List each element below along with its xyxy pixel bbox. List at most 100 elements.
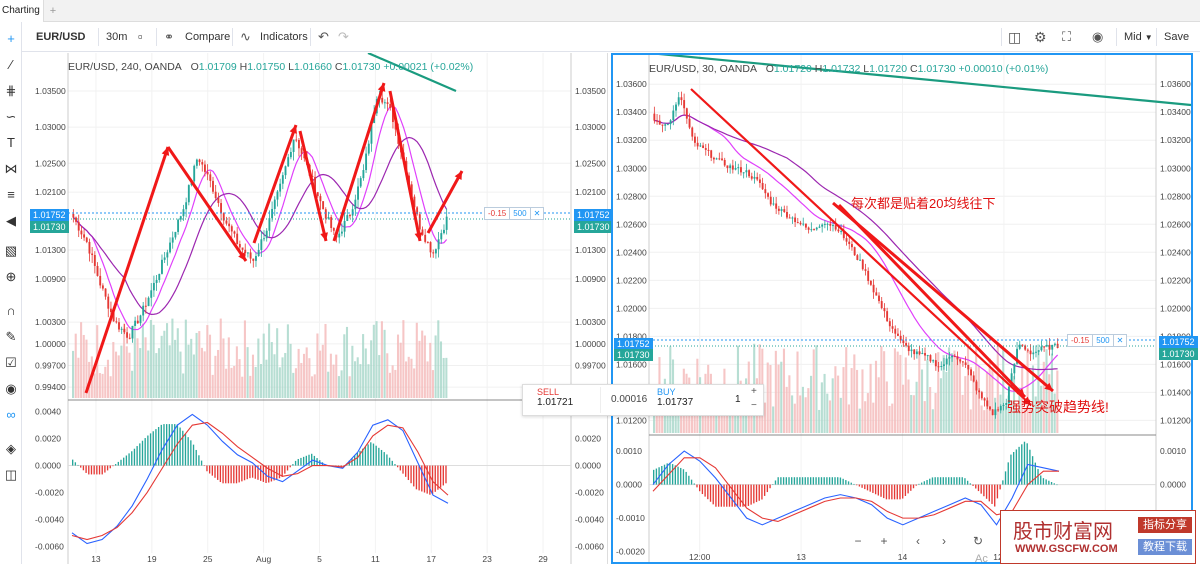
eye-icon[interactable]: ◉	[5, 381, 17, 396]
candle-body	[110, 308, 112, 313]
volume-bar	[799, 395, 802, 433]
macd-histogram-bar	[123, 457, 125, 466]
trash-icon[interactable]: ◫	[4, 467, 18, 482]
volume-bar	[128, 352, 131, 398]
indicators-icon[interactable]: ∿	[240, 29, 251, 44]
save-button[interactable]: Save	[1164, 31, 1190, 43]
ruler-icon[interactable]: ▧	[4, 243, 18, 258]
layout-icon[interactable]: ◫	[1008, 29, 1022, 45]
right-position-box[interactable]: -0.15 500 ✕	[1067, 334, 1128, 347]
macd-histogram-bar	[999, 484, 1001, 490]
volume-bar	[319, 350, 322, 398]
zoom-out-icon[interactable]: −	[854, 534, 862, 548]
candle-body	[144, 305, 147, 307]
candle-body	[319, 196, 322, 202]
volume-bar	[972, 379, 975, 433]
volume-bar	[988, 358, 991, 433]
volume-bar	[144, 337, 147, 398]
indicators-button[interactable]: Indicators	[260, 31, 308, 43]
candle-body	[737, 167, 740, 169]
zoom-in-button-icon[interactable]: +	[880, 534, 888, 548]
volume-bar	[187, 344, 190, 398]
macd-histogram-bar	[147, 435, 149, 466]
macd-histogram-bar	[308, 454, 310, 466]
volume-bar	[834, 366, 837, 433]
left-position-box[interactable]: -0.15 500 ✕	[484, 207, 545, 220]
zoom-in-icon[interactable]: ⊕	[5, 269, 17, 284]
macd-histogram-bar	[883, 484, 885, 499]
macd-histogram-bar	[1029, 449, 1031, 485]
volume-bar	[251, 354, 255, 398]
symbol-selector[interactable]: EUR/USD	[36, 31, 86, 43]
pitchfork-icon[interactable]: ⋕	[5, 83, 17, 98]
macd-histogram-bar	[818, 477, 820, 485]
tab-charting[interactable]: Charting	[0, 0, 44, 22]
volume-bar	[211, 374, 214, 398]
crosshair-icon[interactable]: +	[7, 31, 15, 46]
watermark-name: 股市财富网	[1013, 519, 1113, 543]
volume-bar	[961, 394, 964, 433]
candle-body	[1037, 350, 1040, 352]
scroll-right-icon[interactable]: ›	[942, 534, 946, 548]
layers-icon[interactable]: ◈	[6, 441, 16, 456]
right-chart-pane[interactable]: 12:00131412:00151.036001.036001.034001.0…	[611, 53, 1198, 565]
new-tab-button[interactable]: +	[49, 5, 57, 17]
buy-button[interactable]: BUY 1.01737	[657, 387, 727, 413]
pattern-icon[interactable]: ⋈	[4, 161, 18, 176]
sell-button[interactable]: SELL 1.01721	[527, 387, 601, 413]
fullscreen-icon[interactable]: ⛶	[1062, 29, 1072, 44]
candle-body	[322, 201, 325, 210]
left-chart-pane[interactable]: 13 19 25 Aug 5 11 17 23 29 1.03500 1.03500 1.03000 1…	[28, 53, 613, 564]
macd-histogram-bar	[190, 440, 192, 466]
text-tool-icon[interactable]: T	[7, 135, 15, 150]
back-arrow-icon[interactable]: ◀	[6, 213, 16, 228]
right-chart-canvas[interactable]: 12:00131412:00151.036001.036001.034001.0…	[613, 55, 1191, 562]
reset-chart-icon[interactable]: ↻	[972, 534, 984, 548]
compare-icon[interactable]: ⚭	[164, 30, 175, 44]
macd-histogram-bar	[144, 438, 146, 466]
fib-icon[interactable]: ≡	[7, 187, 15, 202]
macd-histogram-bar	[351, 458, 353, 466]
redo-icon[interactable]: ↷	[338, 29, 349, 44]
candle-body	[983, 398, 986, 401]
undo-icon[interactable]: ↶	[318, 29, 329, 44]
macd-histogram-bar	[410, 465, 412, 484]
candle-body	[257, 249, 260, 257]
volume-bar	[98, 373, 101, 398]
camera-icon[interactable]: ◉	[1092, 29, 1104, 44]
close-position-icon[interactable]: ✕	[533, 209, 541, 218]
quantity-input[interactable]: 1	[735, 394, 741, 405]
volume-bar	[217, 349, 220, 398]
settings-gear-icon[interactable]: ⚙	[1034, 29, 1047, 45]
volume-bar	[847, 404, 850, 433]
macd-histogram-bar	[195, 449, 197, 466]
price-mode-select[interactable]: Mid ▼	[1124, 22, 1153, 52]
scroll-left-icon[interactable]: ‹	[916, 534, 920, 548]
date-tick-label: 12:00	[689, 552, 711, 562]
macd-histogram-bar	[671, 464, 674, 485]
macd-histogram-bar	[362, 448, 364, 466]
date-tick-label: 13	[91, 554, 101, 564]
volume-bar	[415, 322, 418, 398]
volume-bar	[1034, 396, 1037, 433]
qty-increment-icon[interactable]: +	[751, 386, 757, 397]
trend-line-icon[interactable]: ∕	[9, 57, 13, 72]
link-icon[interactable]: ∞	[6, 407, 16, 422]
lock-drawing-icon[interactable]: ✎	[5, 329, 17, 344]
brush-icon[interactable]: ∽	[5, 109, 17, 124]
volume-bar	[260, 364, 263, 398]
volume-bar	[907, 379, 910, 433]
lock-icon[interactable]: ☑	[5, 355, 17, 370]
candle-body	[856, 255, 859, 260]
macd-histogram-bar	[206, 465, 208, 472]
volume-bar	[203, 351, 206, 398]
interval-selector[interactable]: 30m	[106, 31, 128, 43]
candle-style-icon[interactable]: ▫	[138, 29, 143, 44]
left-chart-canvas[interactable]: 13 19 25 Aug 5 11 17 23 29 1.03500 1.03500 1.03000 1…	[28, 53, 608, 564]
close-position-icon-right[interactable]: ✕	[1116, 336, 1124, 345]
macd-histogram-bar	[217, 465, 219, 480]
compare-button[interactable]: Compare	[185, 31, 231, 43]
magnet-icon[interactable]: ∩	[6, 303, 16, 318]
macd-histogram-bar	[82, 465, 85, 471]
qty-decrement-icon[interactable]: −	[751, 400, 757, 411]
